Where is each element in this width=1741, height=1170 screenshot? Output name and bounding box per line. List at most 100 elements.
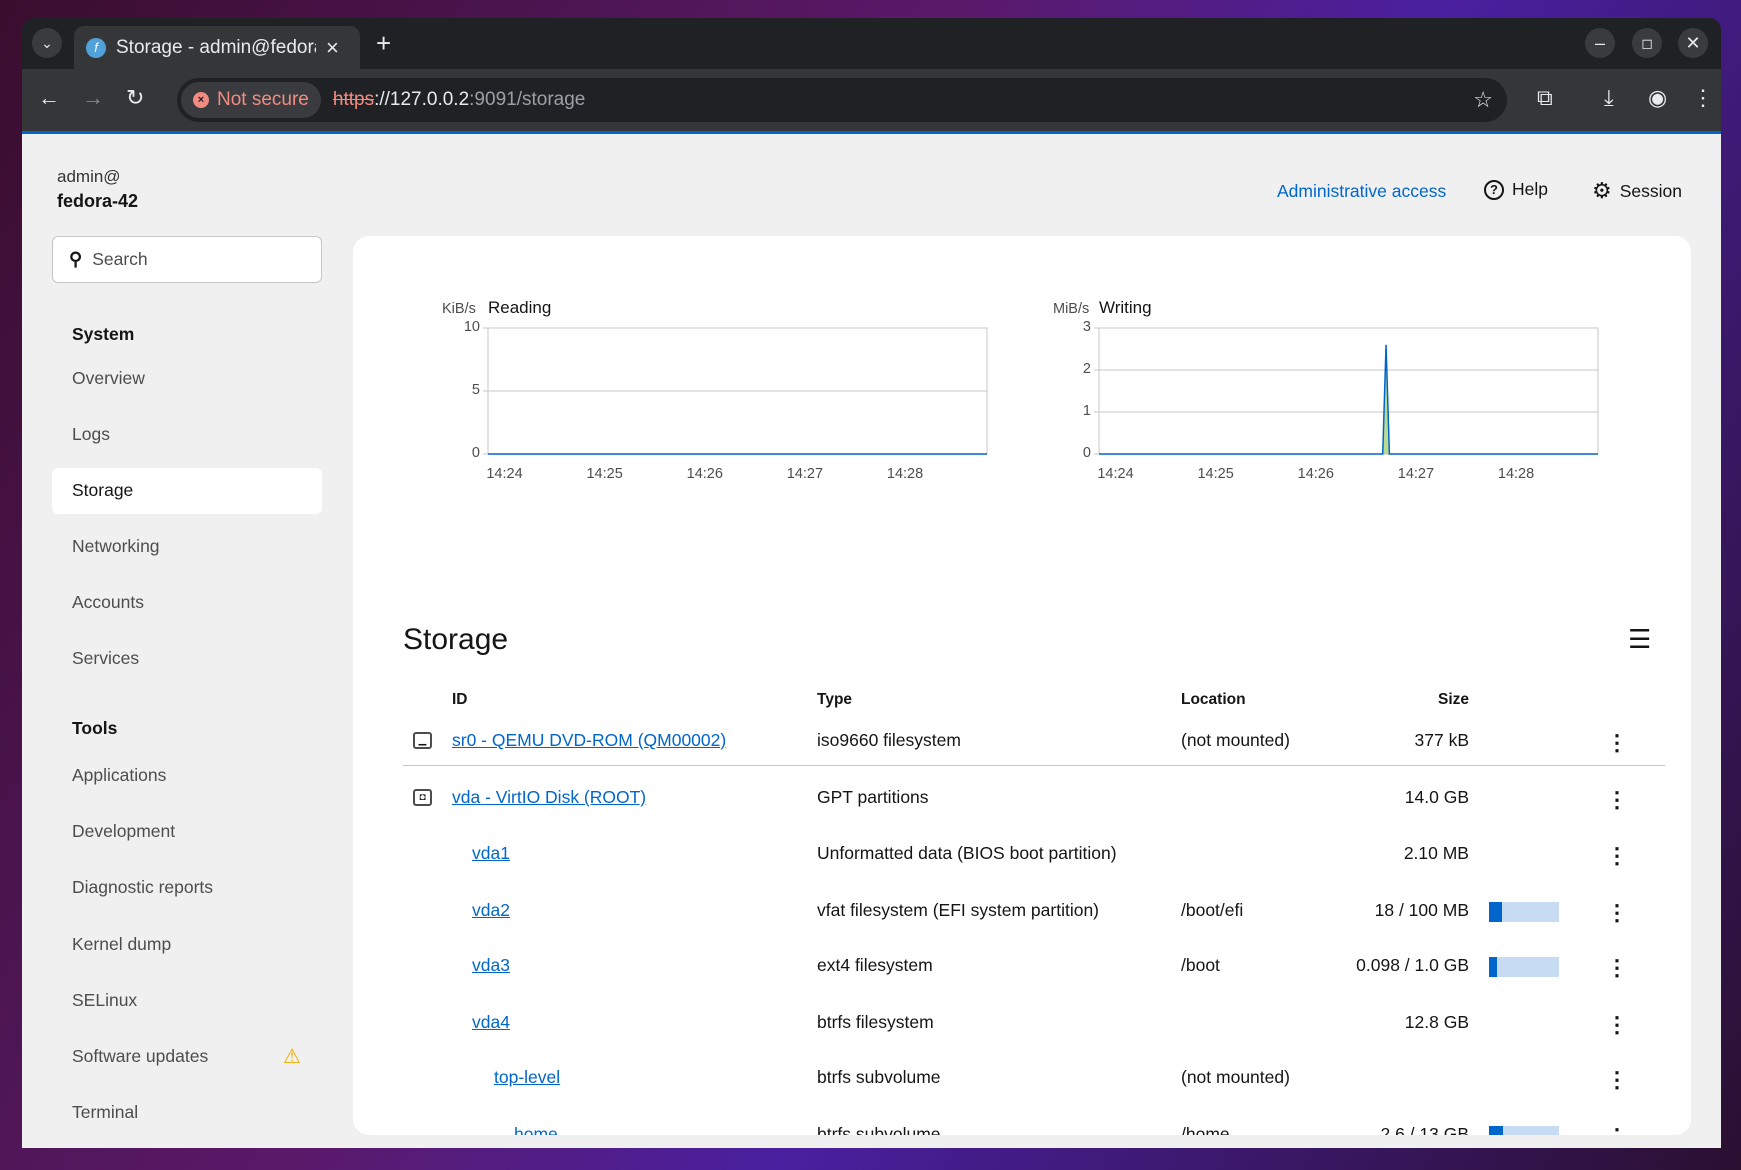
- sidebar-item-selinux[interactable]: SELinux: [72, 989, 138, 1010]
- chart-title: Writing: [1099, 298, 1152, 317]
- x-tick-label: 14:27: [786, 466, 824, 482]
- location-cell: (not mounted): [1181, 1067, 1290, 1087]
- size-cell: 2.10 MB: [1403, 843, 1469, 863]
- sidebar-item-development[interactable]: Development: [72, 821, 176, 842]
- sidebar-item-terminal[interactable]: Terminal: [72, 1102, 139, 1123]
- tab-close-icon[interactable]: ×: [326, 34, 339, 60]
- sidebar-item-kernel-dump[interactable]: Kernel dump: [72, 933, 172, 954]
- browser-menu-icon[interactable]: ⋮: [1692, 85, 1714, 110]
- chart-plot: [483, 327, 988, 455]
- browser-toolbar: ← → ↻ × Not secure https://127.0.0.2:9091…: [22, 69, 1721, 131]
- bookmark-star-icon[interactable]: ☆: [1473, 87, 1493, 112]
- size-cell: 377 kB: [1414, 730, 1469, 750]
- row-actions-kebab-icon[interactable]: ⋮: [1606, 1012, 1628, 1037]
- help-label: Help: [1512, 179, 1548, 199]
- sidebar-item-logs[interactable]: Logs: [72, 424, 110, 444]
- nav-heading-system: System: [72, 324, 135, 344]
- reload-icon[interactable]: ↻: [126, 85, 145, 110]
- sidebar-item-diagnostic-reports[interactable]: Diagnostic reports: [72, 877, 214, 898]
- table-row[interactable]: vda1 Unformatted data (BIOS boot partitio…: [353, 843, 1683, 873]
- sidebar-item-storage[interactable]: Storage: [72, 480, 134, 500]
- row-actions-kebab-icon[interactable]: ⋮: [1606, 787, 1628, 812]
- table-row[interactable]: top-level btrfs subvolume (not mounted) ⋮: [353, 1067, 1683, 1097]
- device-link[interactable]: vda2: [472, 900, 510, 920]
- location-cell: /boot: [1181, 955, 1220, 975]
- table-row[interactable]: home btrfs subvolume/home 2.6 / 13 GB ⋮: [353, 1124, 1683, 1135]
- device-link[interactable]: vda1: [472, 843, 510, 863]
- row-actions-kebab-icon[interactable]: ⋮: [1606, 730, 1628, 755]
- x-tick-label: 14:25: [1197, 466, 1234, 482]
- maximize-icon[interactable]: ◻: [1632, 28, 1662, 58]
- sidebar-item-accounts[interactable]: Accounts: [72, 592, 144, 612]
- device-link[interactable]: top-level: [494, 1067, 561, 1087]
- row-actions-kebab-icon[interactable]: ⋮: [1606, 1067, 1628, 1092]
- column-header-id[interactable]: ID: [452, 691, 468, 708]
- table-row[interactable]: ◘ vda - VirtIO Disk (ROOT) GPT partitions 1…: [353, 787, 1683, 817]
- device-link[interactable]: vda - VirtIO Disk (ROOT): [452, 787, 647, 807]
- table-row[interactable]: vda4 btrfs filesystem 12.8 GB ⋮: [353, 1012, 1683, 1042]
- row-actions-kebab-icon[interactable]: ⋮: [1606, 900, 1628, 925]
- x-tick-label: 14:24: [486, 466, 523, 482]
- session-button[interactable]: ⚙ Session: [1592, 178, 1682, 204]
- y-tick-label: 3: [1082, 319, 1091, 335]
- type-cell: vfat filesystem (EFI system partition): [817, 900, 1100, 920]
- column-header-size[interactable]: Size: [1437, 691, 1469, 708]
- cockpit-app: admin@ fedora-42 Administrative access ?…: [22, 134, 1721, 1148]
- row-actions-kebab-icon[interactable]: ⋮: [1606, 955, 1628, 980]
- new-tab-button[interactable]: +: [376, 28, 392, 58]
- minimize-icon[interactable]: –: [1585, 28, 1615, 58]
- plot-border: [1098, 327, 1599, 455]
- search-input[interactable]: ⚲ Search: [52, 236, 322, 283]
- x-tick-label: 14:24: [1097, 466, 1134, 482]
- x-tick-label: 14:25: [586, 466, 623, 482]
- x-tick-label: 14:28: [886, 466, 924, 482]
- sidebar-item-services[interactable]: Services: [72, 648, 140, 668]
- column-header-type[interactable]: Type: [817, 691, 853, 708]
- extensions-icon[interactable]: ⧉: [1537, 85, 1553, 110]
- chart-y-unit: KiB/s: [442, 301, 476, 317]
- sidebar-item-applications[interactable]: Applications: [72, 765, 167, 785]
- optical-drive-icon: ▁: [413, 732, 432, 749]
- profile-icon[interactable]: ◉: [1648, 85, 1668, 110]
- back-icon[interactable]: ←: [38, 85, 60, 110]
- forward-icon[interactable]: →: [82, 85, 104, 110]
- close-window-icon[interactable]: ✕: [1678, 28, 1708, 58]
- address-bar[interactable]: × Not secure https://127.0.0.2:9091/stora…: [177, 78, 1507, 122]
- url-host: ://127.0.0.2: [374, 89, 470, 110]
- size-cell: 18 / 100 MB: [1374, 900, 1469, 920]
- device-link[interactable]: vda4: [472, 1012, 510, 1032]
- sidebar-item-networking[interactable]: Networking: [72, 536, 160, 556]
- usage-bar-fill: [1489, 902, 1502, 922]
- table-row[interactable]: ▁ sr0 - QEMU DVD-ROM (QM00002) iso9660 fil…: [353, 730, 1683, 760]
- error-icon: ×: [193, 92, 209, 108]
- device-link[interactable]: sr0 - QEMU DVD-ROM (QM00002): [452, 730, 727, 750]
- device-link[interactable]: vda3: [472, 955, 510, 975]
- usage-bar: [1489, 1126, 1559, 1135]
- row-actions-kebab-icon[interactable]: ⋮: [1606, 843, 1628, 868]
- active-nav-highlight: [52, 468, 322, 514]
- sidebar-item-software-updates[interactable]: Software updates: [72, 1046, 209, 1066]
- browser-tab[interactable]: f Storage - admin@fedora-42 ×: [74, 26, 360, 69]
- table-row[interactable]: vda3 ext4 filesystem/boot 0.098 / 1.0 GB ⋮: [353, 955, 1683, 985]
- column-header-location[interactable]: Location: [1181, 691, 1246, 708]
- table-row[interactable]: vda2 vfat filesystem (EFI system partitio…: [353, 900, 1683, 930]
- host-name[interactable]: fedora-42: [57, 191, 139, 211]
- administrative-access-button[interactable]: Administrative access: [1277, 181, 1447, 201]
- help-icon: ?: [1484, 179, 1504, 200]
- size-cell: 2.6 / 13 GB: [1380, 1124, 1469, 1135]
- storage-menu-hamburger-icon[interactable]: ☰: [1628, 624, 1652, 654]
- sidebar-item-overview[interactable]: Overview: [72, 368, 145, 388]
- device-link[interactable]: home: [514, 1124, 558, 1135]
- series-line: [1099, 344, 1598, 455]
- tab-search-chevron-icon[interactable]: ⌄: [32, 28, 62, 58]
- row-actions-kebab-icon[interactable]: ⋮: [1606, 1126, 1628, 1136]
- help-button[interactable]: ? Help: [1484, 179, 1548, 200]
- main-card: KiB/s Reading 0 5 10 14:24 14:25 14:26 14:27 14:2…: [353, 236, 1691, 1135]
- nav-heading-tools: Tools: [72, 718, 118, 738]
- type-cell: Unformatted data (BIOS boot partition): [817, 843, 1117, 863]
- not-secure-chip[interactable]: × Not secure: [181, 82, 321, 118]
- row-divider: [403, 765, 1665, 766]
- download-icon[interactable]: ⤓: [1604, 85, 1614, 110]
- fedora-favicon-icon: f: [86, 37, 106, 58]
- x-tick-label: 14:26: [1297, 466, 1334, 482]
